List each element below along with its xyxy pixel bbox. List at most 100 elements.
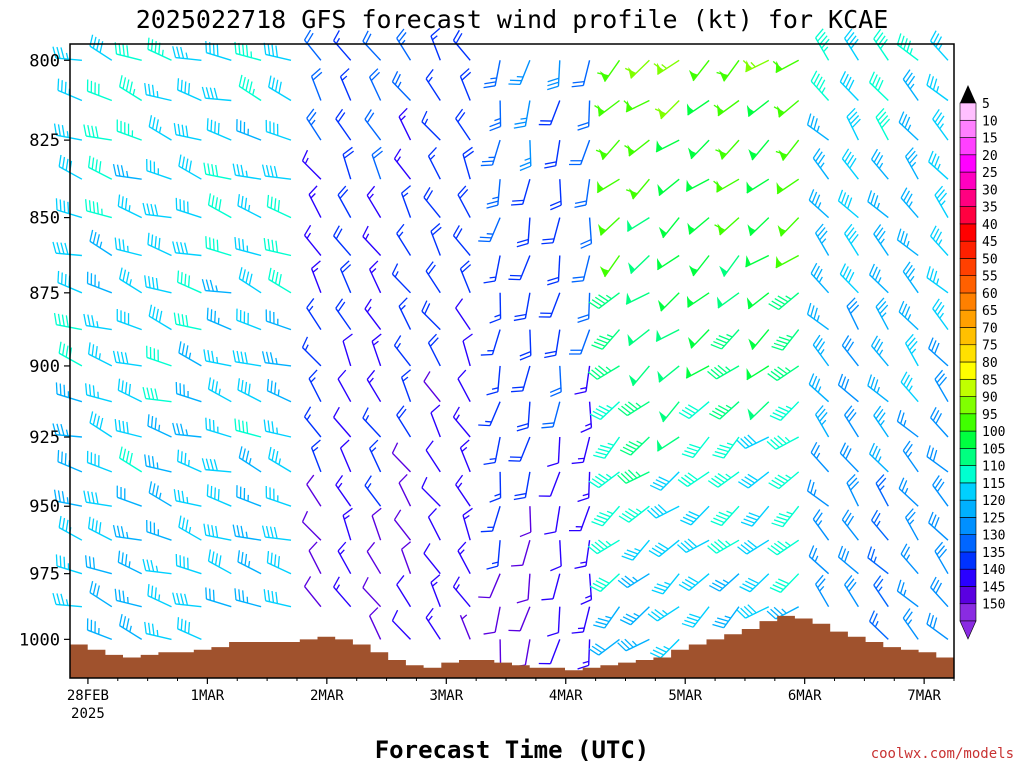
barb-full — [242, 269, 246, 281]
barb-full — [92, 557, 96, 570]
barb-pennant — [776, 105, 784, 118]
barb-half — [339, 549, 345, 555]
barb-half — [424, 118, 429, 125]
wind-barb — [423, 187, 441, 219]
barb-full — [688, 510, 700, 517]
barb-shaft — [55, 57, 82, 61]
barb-full — [934, 185, 944, 196]
barb-full — [597, 365, 608, 374]
barb-full — [242, 420, 245, 433]
barb-full — [592, 410, 604, 418]
colorbar-segment — [959, 292, 977, 311]
barb-full — [932, 109, 940, 120]
barb-full — [741, 478, 752, 486]
barb-full — [896, 579, 902, 592]
colorbar-label: 60 — [982, 287, 998, 302]
barb-full — [118, 238, 121, 251]
wind-barb — [777, 217, 800, 237]
barb-full — [211, 195, 215, 208]
wind-barb — [657, 292, 680, 312]
barb-full — [234, 418, 237, 431]
barb-shaft — [267, 562, 292, 575]
barb-full — [844, 575, 853, 586]
barb-full — [873, 224, 882, 235]
barb-full — [776, 339, 788, 345]
barb-full — [869, 263, 875, 276]
barb-full — [547, 276, 559, 282]
wind-barb — [400, 185, 412, 218]
barb-half — [635, 471, 641, 477]
barb-shaft — [421, 487, 441, 507]
barb-full — [125, 79, 130, 92]
barb-full — [148, 481, 153, 493]
barb-shaft — [86, 394, 112, 403]
wind-barb — [898, 300, 919, 331]
barb-half — [819, 585, 825, 592]
barb-full — [142, 558, 147, 571]
barb-half — [66, 497, 69, 504]
barb-full — [176, 241, 181, 254]
barb-shaft — [934, 194, 949, 218]
barb-full — [428, 147, 437, 157]
barb-full — [94, 621, 96, 633]
barb-full — [362, 576, 369, 588]
barb-half — [277, 389, 280, 396]
barb-shaft — [265, 600, 292, 608]
barb-full — [541, 242, 554, 245]
wind-barb — [303, 29, 322, 61]
barb-half — [818, 276, 823, 283]
barb-full — [484, 81, 497, 85]
barb-half — [876, 386, 880, 394]
wind-barb — [688, 59, 710, 82]
barb-pennant — [626, 292, 632, 305]
wind-barb — [86, 450, 113, 473]
barb-half — [520, 117, 527, 120]
barb-shaft — [628, 139, 650, 157]
wind-barb — [588, 471, 620, 489]
barb-full — [686, 446, 699, 452]
barb-full — [900, 35, 905, 48]
barb-full — [177, 489, 181, 502]
barb-full — [455, 298, 464, 309]
barb-shaft — [904, 156, 919, 180]
wind-barb — [486, 540, 501, 570]
barb-full — [687, 472, 698, 481]
barb-full — [740, 544, 751, 553]
barb-full — [114, 419, 118, 431]
barb-full — [421, 110, 428, 122]
wind-barb — [648, 539, 680, 558]
barb-full — [52, 241, 57, 254]
barb-full — [747, 539, 758, 549]
barb-shaft — [687, 471, 710, 488]
barb-half — [634, 547, 641, 552]
barb-full — [870, 376, 876, 389]
barb-full — [808, 373, 815, 385]
barb-full — [680, 519, 692, 526]
wind-barb — [571, 60, 591, 88]
barb-full — [127, 313, 130, 325]
wind-barb — [391, 609, 412, 640]
wind-barb — [591, 329, 621, 350]
barb-full — [60, 242, 65, 255]
barb-full — [207, 350, 211, 362]
wind-barb — [265, 486, 292, 507]
wind-barb — [116, 485, 142, 507]
barb-shaft — [491, 505, 501, 532]
barb-full — [217, 122, 220, 135]
barb-full — [595, 149, 608, 156]
barb-half — [748, 108, 755, 113]
wind-barb — [904, 333, 919, 367]
barb-full — [215, 525, 219, 538]
barb-full — [183, 384, 185, 397]
barb-half — [97, 391, 99, 399]
barb-half — [903, 589, 907, 597]
wind-barb — [393, 148, 412, 180]
wind-barb — [238, 267, 262, 294]
barb-shaft — [491, 329, 501, 355]
wind-barb — [333, 576, 352, 608]
wind-barb — [681, 606, 710, 628]
barb-full — [768, 303, 780, 311]
barb-full — [624, 638, 634, 648]
barb-full — [875, 227, 884, 238]
